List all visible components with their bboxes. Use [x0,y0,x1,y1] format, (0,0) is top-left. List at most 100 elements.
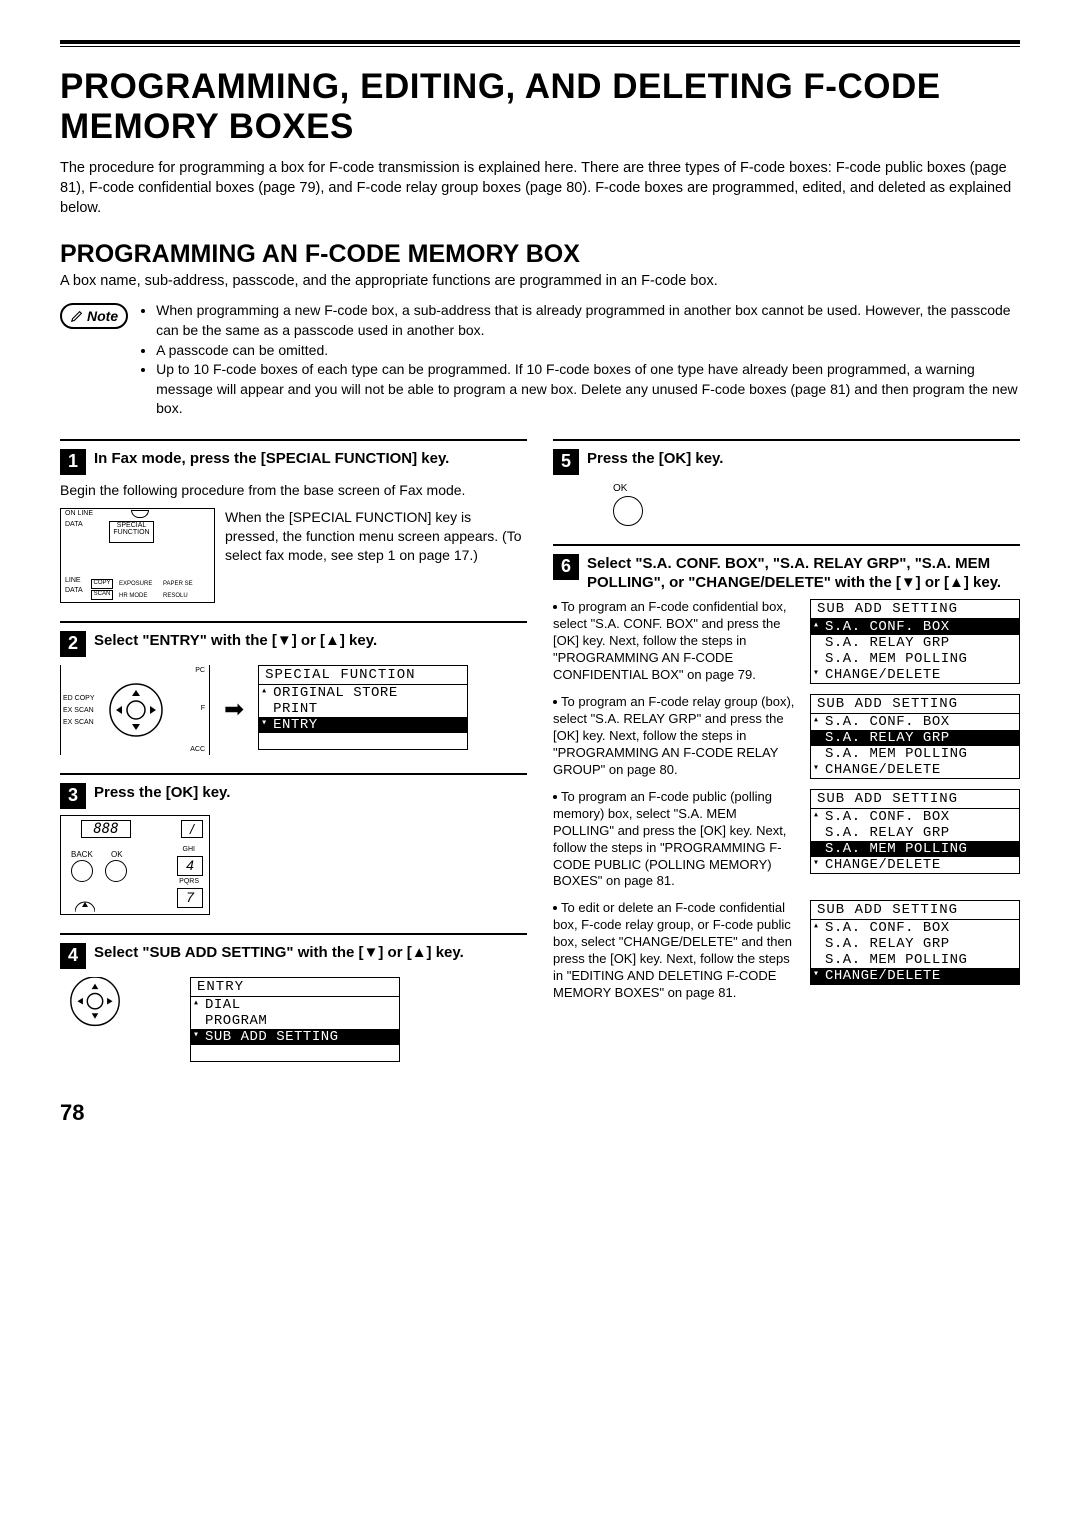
panel-label: HR MODE [119,593,147,600]
step-number: 5 [553,449,579,475]
panel-label: EX SCAN [63,719,94,726]
step6-choice: To program an F-code public (polling mem… [553,789,1020,890]
screen-row: S.A. RELAY GRP [811,936,1019,952]
partial-dpad-icon [75,898,95,912]
panel-label: ON LINE [65,510,93,518]
step-title: Select "S.A. CONF. BOX", "S.A. RELAY GRP… [587,554,1020,593]
screen-row: S.A. CONF. BOX [811,809,1019,825]
panel-label: ED COPY [63,695,95,702]
choice-text: To program an F-code confidential box, s… [553,599,800,683]
panel-label: DATA [65,521,83,529]
dpad-illustration [60,977,130,1037]
seven-segment: / [181,820,203,838]
ok-button [105,860,127,882]
step6-choice: To edit or delete an F-code confidential… [553,900,1020,1001]
scan-key: SCAN [91,590,113,600]
panel-label: EX SCAN [63,707,94,714]
step-6: 6 Select "S.A. CONF. BOX", "S.A. RELAY G… [553,554,1020,1002]
panel-label: ACC [190,746,205,753]
note-badge: Note [60,303,128,329]
device-panel-illustration: ON LINE DATA SPECIAL FUNCTION LINE DATA … [60,508,215,603]
screen-row: CHANGE/DELETE [811,667,1019,683]
screen-row: PROGRAM [191,1013,399,1029]
screen-header: SUB ADD SETTING [811,600,1019,619]
seven-segment: 888 [81,820,131,838]
ok-label: OK [613,483,627,494]
screen-row [191,1045,399,1061]
screen-row [259,733,467,749]
intro-text: The procedure for programming a box for … [60,158,1020,219]
section-title: PROGRAMMING AN F-CODE MEMORY BOX [60,240,1020,269]
note-list: When programming a new F-code box, a sub… [138,301,1020,419]
panel-label: EXPOSURE [119,581,152,588]
screen-row-selected: SUB ADD SETTING [191,1029,399,1045]
pencil-icon [70,309,84,323]
right-column: 5 Press the [OK] key. OK 6 Select "S.A. … [553,439,1020,1080]
lcd-screen: SUB ADD SETTINGS.A. CONF. BOXS.A. RELAY … [810,900,1020,985]
step-number: 2 [60,631,86,657]
step-number: 6 [553,554,579,580]
left-column: 1 In Fax mode, press the [SPECIAL FUNCTI… [60,439,527,1080]
panel-label: PAPER SE [163,581,193,588]
step-body: Begin the following procedure from the b… [60,481,527,500]
panel-label: BACK [71,850,93,859]
screen-row: S.A. MEM POLLING [811,746,1019,762]
panel-label: DATA [65,587,83,595]
step6-choice: To program an F-code relay group (box), … [553,694,1020,779]
screen-row: DIAL [191,997,399,1013]
rule-thin [60,46,1020,47]
note-item: Up to 10 F-code boxes of each type can b… [156,360,1020,419]
lcd-screen: ENTRY DIAL PROGRAM SUB ADD SETTING [190,977,400,1062]
step-title: In Fax mode, press the [SPECIAL FUNCTION… [94,449,449,469]
arrow-right-icon: ➡ [224,695,244,724]
ok-button-circle [613,496,643,526]
note-label: Note [87,308,118,324]
panel-label: RESOLU [163,593,188,600]
dpad-icon [106,680,166,740]
note-box: Note When programming a new F-code box, … [60,301,1020,419]
dpad-panel: ED COPY EX SCAN EX SCAN PC F ACC [60,665,210,755]
step-4: 4 Select "SUB ADD SETTING" with the [▼] … [60,943,527,1062]
step-number: 3 [60,783,86,809]
screen-header: ENTRY [191,978,399,997]
step-title: Press the [OK] key. [587,449,723,469]
step-title: Select "ENTRY" with the [▼] or [▲] key. [94,631,377,651]
panel-label: PC [195,667,205,674]
screen-row-selected: S.A. CONF. BOX [811,619,1019,635]
copy-key: COPY [91,579,113,589]
panel-label: LINE [65,577,81,585]
screen-row: S.A. CONF. BOX [811,714,1019,730]
ok-button-illustration: OK [613,483,1020,526]
keypad-key: 4 [177,856,203,876]
lcd-screen: SUB ADD SETTINGS.A. CONF. BOXS.A. RELAY … [810,789,1020,874]
screen-row: S.A. MEM POLLING [811,651,1019,667]
screen-header: SPECIAL FUNCTION [259,666,467,685]
screen-header: SUB ADD SETTING [811,790,1019,809]
section-intro: A box name, sub-address, passcode, and t… [60,273,1020,289]
page-title: PROGRAMMING, EDITING, AND DELETING F-COD… [60,67,1020,148]
screen-row-selected: S.A. MEM POLLING [811,841,1019,857]
screen-header: SUB ADD SETTING [811,695,1019,714]
screen-row: ORIGINAL STORE [259,685,467,701]
step-title: Press the [OK] key. [94,783,230,803]
panel-description: When the [SPECIAL FUNCTION] key is press… [225,508,527,565]
screen-row-selected: CHANGE/DELETE [811,968,1019,984]
rule-thick [60,40,1020,44]
step6-choice: To program an F-code confidential box, s… [553,599,1020,684]
panel-label: OK [111,850,123,859]
step-3: 3 Press the [OK] key. 888 / BACK OK GHI … [60,783,527,915]
dpad-icon [60,977,130,1032]
step-title: Select "SUB ADD SETTING" with the [▼] or… [94,943,464,963]
lcd-screen: SPECIAL FUNCTION ORIGINAL STORE PRINT EN… [258,665,468,750]
screen-row-selected: S.A. RELAY GRP [811,730,1019,746]
step-number: 4 [60,943,86,969]
panel-label: F [201,705,205,712]
panel-label: GHI [183,846,195,853]
choice-text: To program an F-code public (polling mem… [553,789,800,890]
special-function-key: SPECIAL FUNCTION [109,521,154,543]
keypad-key: 7 [177,888,203,908]
note-item: A passcode can be omitted. [156,341,1020,361]
note-item: When programming a new F-code box, a sub… [156,301,1020,340]
lcd-screen: SUB ADD SETTINGS.A. CONF. BOXS.A. RELAY … [810,599,1020,684]
screen-row: PRINT [259,701,467,717]
